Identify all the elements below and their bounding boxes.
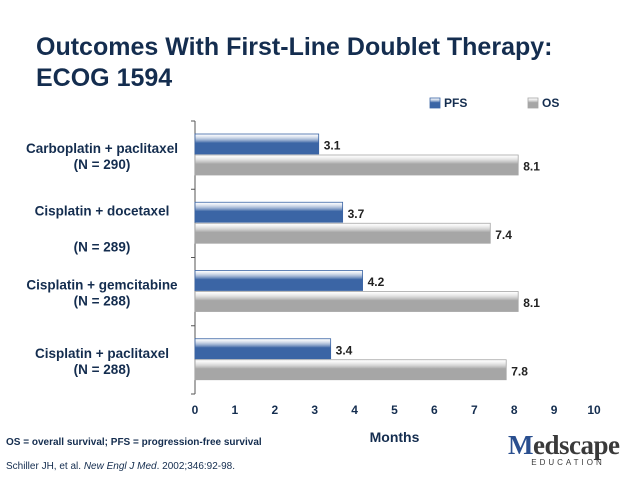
logo-wordmark: edscape xyxy=(532,430,620,460)
pfs-bar xyxy=(194,133,320,155)
pfs-data-label: 3.1 xyxy=(324,139,341,153)
x-tick-label: 4 xyxy=(351,403,358,417)
pfs-bar xyxy=(194,201,344,223)
os-data-label: 8.1 xyxy=(523,160,540,174)
os-data-label: 7.8 xyxy=(511,364,528,378)
os-bar xyxy=(194,291,519,312)
os-legend-label: OS xyxy=(542,96,559,110)
x-tick-label: 8 xyxy=(511,403,518,417)
os-legend-swatch xyxy=(527,97,539,109)
category-label: Cisplatin + docetaxel xyxy=(35,203,170,218)
citation-details: . 2002;346:92-98. xyxy=(156,461,236,472)
title-line-1: Outcomes With First-Line Doublet Therapy… xyxy=(36,33,553,61)
pfs-legend-swatch xyxy=(429,97,441,109)
x-tick-label: 6 xyxy=(431,403,438,417)
pfs-legend-label: PFS xyxy=(444,96,467,110)
category-n-label: (N = 290) xyxy=(74,157,131,172)
logo-letter: M xyxy=(508,430,533,460)
category-n-label: (N = 288) xyxy=(74,362,131,377)
x-tick-label: 7 xyxy=(471,403,478,417)
citation-journal: New Engl J Med xyxy=(83,461,157,472)
os-data-label: 8.1 xyxy=(523,296,540,310)
abbreviation-footnote: OS = overall survival; PFS = progression… xyxy=(6,437,262,448)
pfs-data-label: 4.2 xyxy=(368,275,385,289)
x-tick-label: 9 xyxy=(551,403,558,417)
os-bar xyxy=(194,222,491,244)
os-bar xyxy=(194,359,507,381)
pfs-bar xyxy=(194,338,332,360)
category-label: Cisplatin + gemcitabine xyxy=(26,278,178,293)
x-tick-label: 1 xyxy=(232,403,239,417)
x-tick-label: 5 xyxy=(391,403,398,417)
x-tick-label: 3 xyxy=(311,403,318,417)
x-tick-label: 10 xyxy=(587,403,601,417)
category-label: Carboplatin + paclitaxel xyxy=(26,141,178,156)
category-n-label: (N = 288) xyxy=(74,294,131,309)
category-label: Cisplatin + paclitaxel xyxy=(35,346,169,361)
pfs-data-label: 3.4 xyxy=(336,343,353,357)
logo-subtitle: EDUCATION xyxy=(531,458,605,467)
citation-authors: Schiller JH, et al. xyxy=(6,461,82,472)
x-tick-label: 0 xyxy=(192,403,199,417)
slide-title: Outcomes With First-Line Doublet Therapy… xyxy=(36,32,552,94)
x-axis-title: Months xyxy=(370,429,420,445)
os-data-label: 7.4 xyxy=(495,228,512,242)
x-tick-label: 2 xyxy=(271,403,278,417)
os-bar xyxy=(194,154,519,176)
category-n-label: (N = 289) xyxy=(74,239,131,254)
pfs-bar xyxy=(194,270,363,291)
citation: Schiller JH, et al. New Engl J Med. 2002… xyxy=(6,461,235,472)
title-line-2: ECOG 1594 xyxy=(36,64,173,92)
medscape-education-logo: Medscape EDUCATION xyxy=(508,430,620,468)
pfs-data-label: 3.7 xyxy=(348,207,365,221)
